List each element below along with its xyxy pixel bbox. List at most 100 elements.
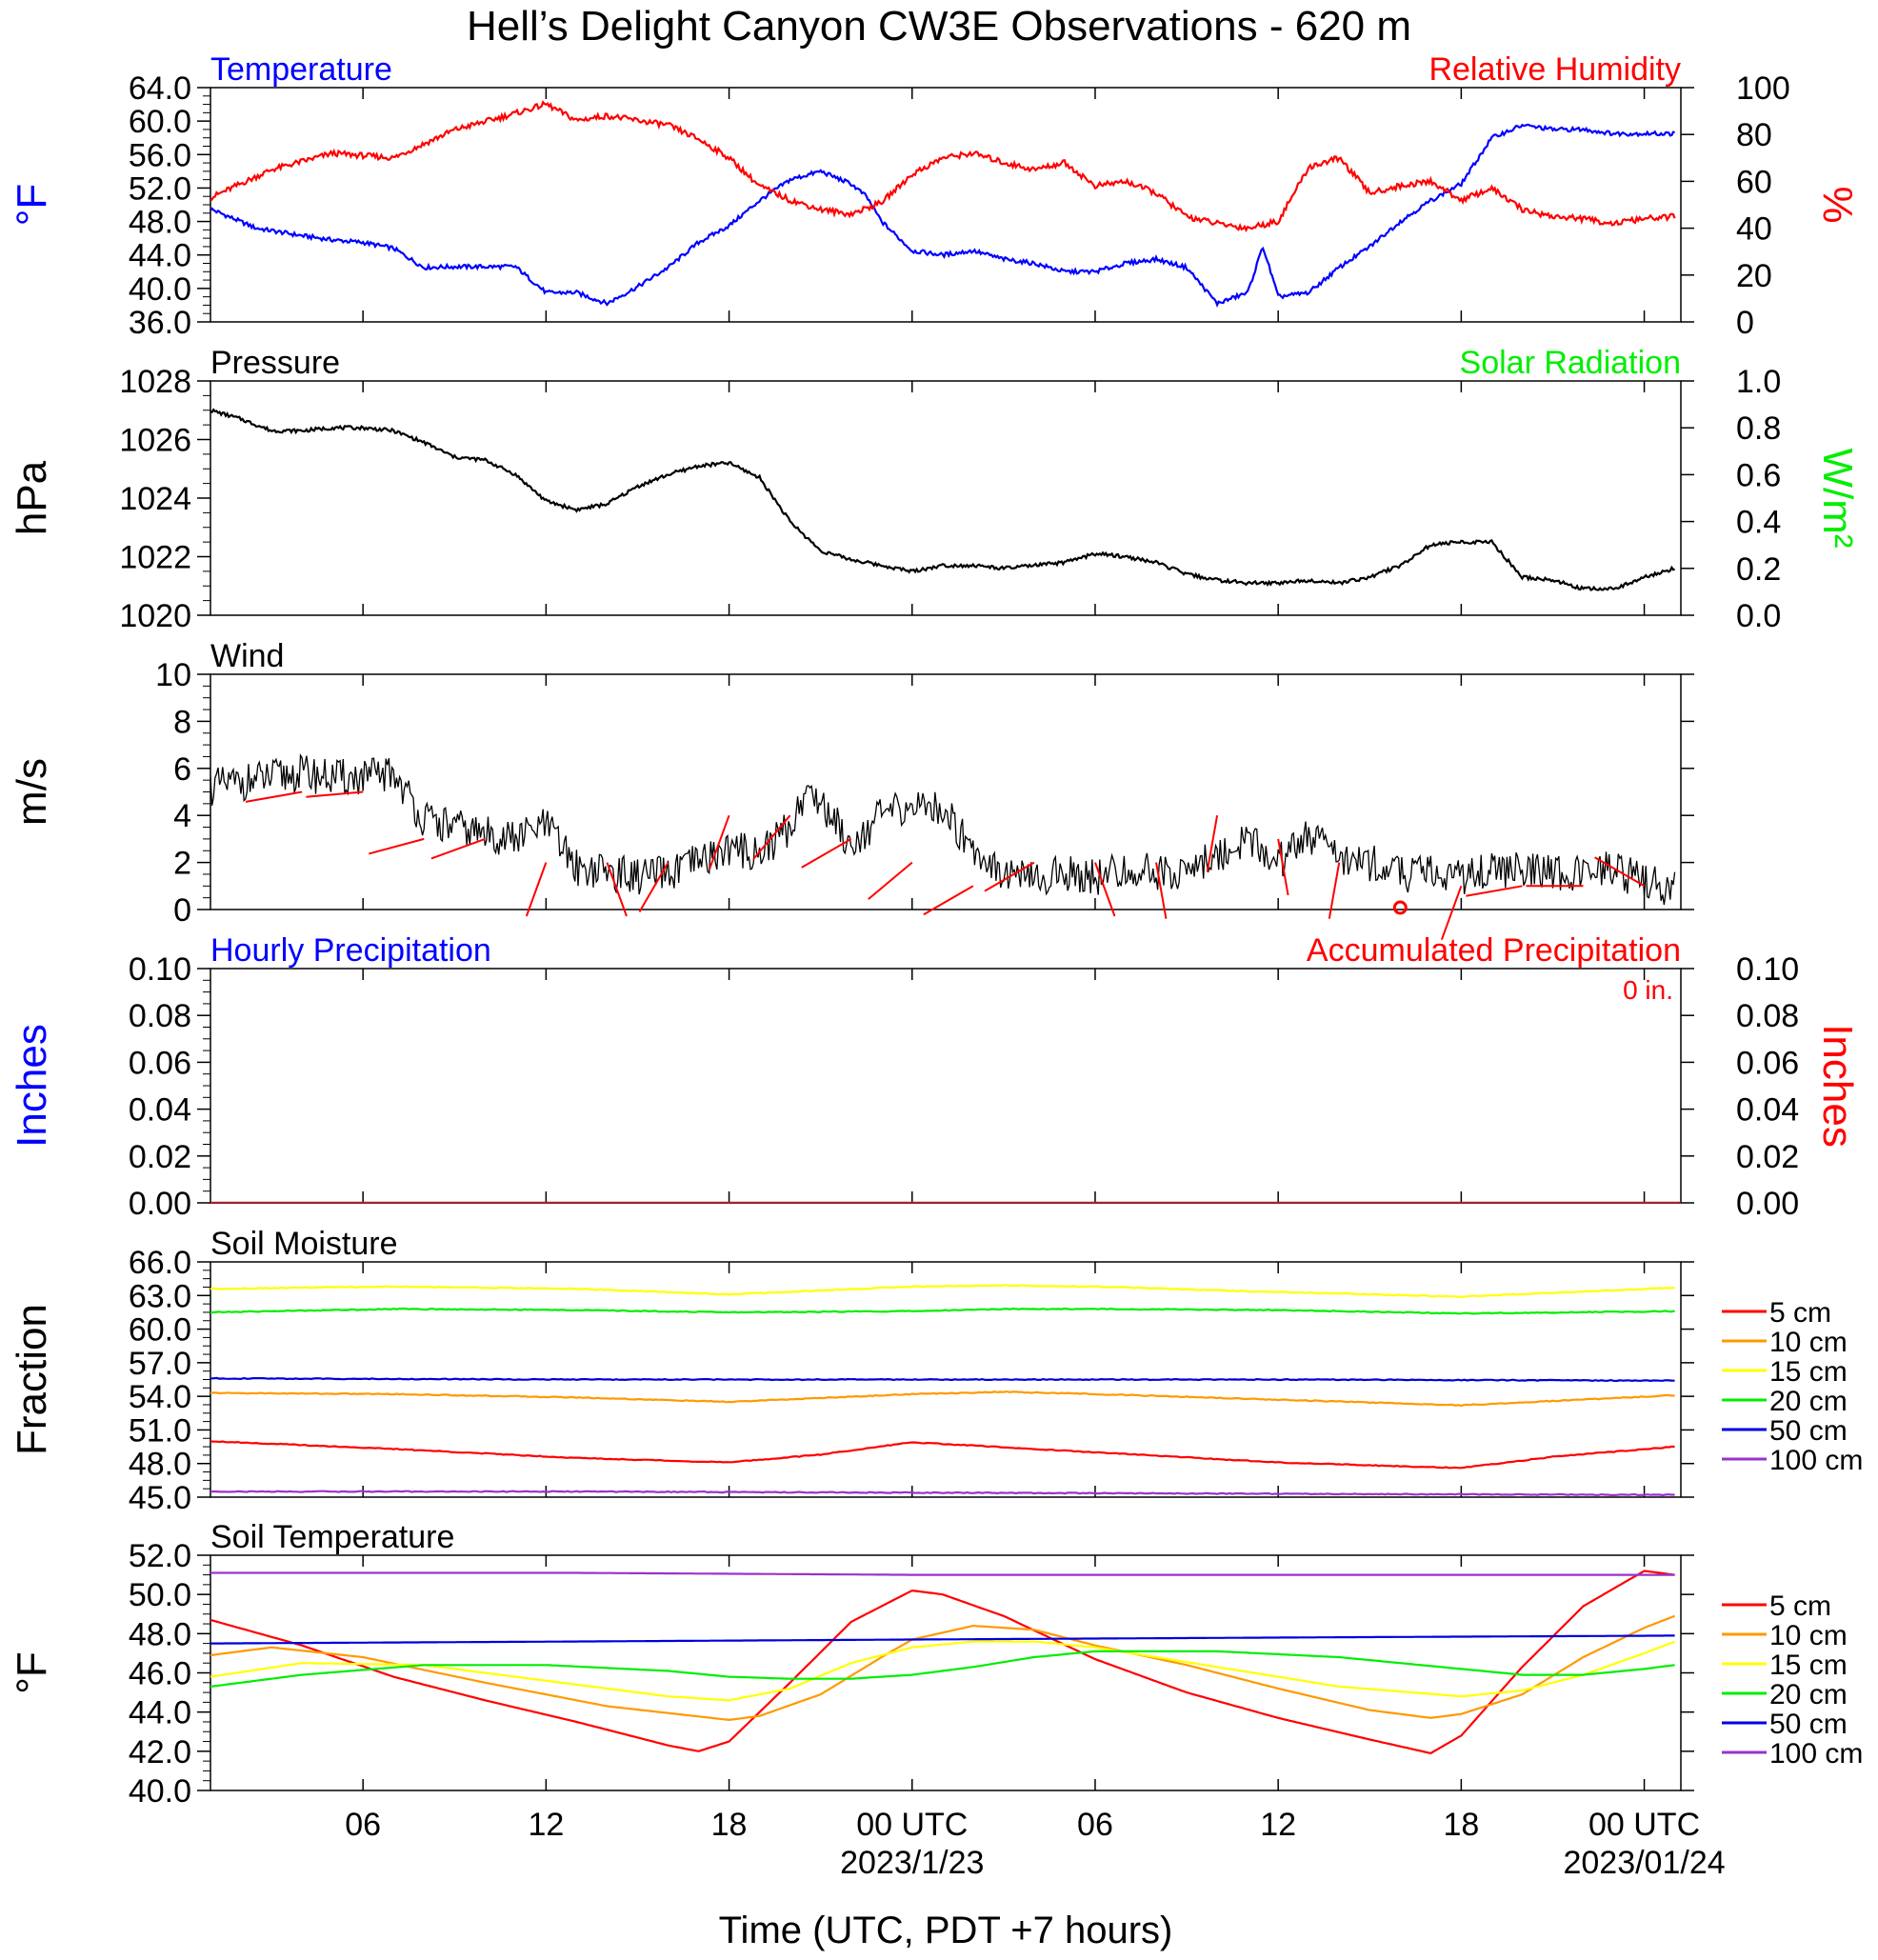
y-tick-label: 0.02 — [129, 1139, 191, 1175]
wind-barb — [1328, 862, 1341, 919]
y-tick-label: 51.0 — [129, 1412, 191, 1449]
y-tick-label: 54.0 — [129, 1379, 191, 1415]
series-line-50-cm — [210, 1376, 1675, 1383]
y-tick-label: 1022 — [119, 540, 191, 576]
legend-label: 5 cm — [1769, 1590, 1831, 1622]
series-line-temperature — [210, 123, 1675, 309]
y-tick-label: 0 — [173, 892, 191, 929]
chart-title: Hell’s Delight Canyon CW3E Observations … — [467, 3, 1411, 50]
y-tick-label: 52.0 — [129, 170, 191, 207]
y2-tick-label: 60 — [1736, 164, 1772, 200]
series-line-10-cm — [210, 1390, 1675, 1408]
y-axis-title: hPa — [9, 460, 55, 535]
y2-tick-label: 40 — [1736, 211, 1772, 248]
y-tick-label: 1028 — [119, 364, 191, 400]
x-tick-label: 18 — [711, 1807, 748, 1843]
series-line-15-cm — [210, 1284, 1675, 1298]
y2-tick-label: 0.8 — [1736, 410, 1781, 447]
panel-temp_rh: 36.040.044.048.052.056.060.064.0 0 20 40 60 8… — [9, 51, 1861, 341]
x-date-label: 2023/01/24 — [1563, 1845, 1725, 1881]
y-tick-label: 36.0 — [129, 305, 191, 341]
panel-title-right: Solar Radiation — [1460, 345, 1681, 381]
x-tick-label: 18 — [1443, 1807, 1479, 1843]
legend-label: 100 cm — [1769, 1738, 1863, 1770]
y2-axis-title: % — [1814, 186, 1861, 223]
x-tick-label: 12 — [528, 1807, 564, 1843]
wind-barb — [1277, 838, 1289, 896]
y-tick-label: 50.0 — [129, 1577, 191, 1613]
y-tick-label: 57.0 — [129, 1346, 191, 1382]
wind-barb — [245, 790, 303, 803]
plot-frame — [210, 87, 1682, 323]
wind-barb — [923, 885, 974, 916]
y-tick-label: 6 — [173, 751, 191, 788]
y2-tick-label: 0.00 — [1736, 1186, 1799, 1222]
panel-title-left: Soil Temperature — [210, 1519, 454, 1555]
panel-title-right: Relative Humidity — [1428, 51, 1681, 88]
y-tick-label: 1024 — [119, 481, 191, 517]
wind-barb — [525, 862, 548, 917]
y2-axis-title: Inches — [1814, 1024, 1861, 1148]
y-tick-label: 46.0 — [129, 1656, 191, 1692]
x-tick-label: 06 — [345, 1807, 381, 1843]
x-date-label: 2023/1/23 — [840, 1845, 984, 1881]
plot-frame — [210, 380, 1682, 616]
legend-label: 5 cm — [1769, 1297, 1831, 1329]
series-line-10-cm — [210, 1614, 1675, 1722]
series-line-15-cm — [210, 1640, 1675, 1702]
plot-frame — [210, 968, 1682, 1204]
x-tick-label: 12 — [1260, 1807, 1296, 1843]
wind-barb — [709, 814, 730, 870]
y-tick-label: 44.0 — [129, 1695, 191, 1731]
y-tick-label: 0.00 — [129, 1186, 191, 1222]
y-axis-title: Inches — [9, 1024, 55, 1148]
y2-tick-label: 0.2 — [1736, 551, 1781, 588]
y-tick-label: 48.0 — [129, 205, 191, 241]
x-tick-label: 00 UTC — [856, 1807, 968, 1843]
y-tick-label: 52.0 — [129, 1538, 191, 1574]
series-line-wind — [210, 753, 1676, 906]
legend-label: 10 cm — [1769, 1620, 1848, 1651]
panel-soil_temperature: 40.042.044.046.0 48.050.052.0 Soil Tempera… — [9, 1519, 1863, 1810]
y2-tick-label: 0.10 — [1736, 951, 1799, 988]
legend-label: 50 cm — [1769, 1709, 1848, 1740]
wind-barb — [1594, 856, 1646, 888]
wind-barb — [801, 838, 852, 869]
y-tick-label: 0.04 — [129, 1092, 191, 1129]
series-line-100-cm — [210, 1571, 1675, 1576]
x-tick-label: 06 — [1077, 1807, 1113, 1843]
x-tick-label: 00 UTC — [1588, 1807, 1700, 1843]
series-line-5-cm — [210, 1440, 1675, 1470]
accumulated-total: 0 in. — [1623, 975, 1673, 1005]
x-axis-label: Time (UTC, PDT +7 hours) — [719, 1910, 1173, 1951]
y-tick-label: 48.0 — [129, 1447, 191, 1483]
y-tick-label: 0.10 — [129, 951, 191, 988]
y-tick-label: 63.0 — [129, 1278, 191, 1314]
wind-barb — [868, 861, 913, 900]
y-axis-title: m/s — [9, 758, 55, 826]
panel-title-left: Temperature — [210, 51, 392, 88]
y-tick-label: 1020 — [119, 598, 191, 634]
y2-tick-label: 0.0 — [1736, 598, 1781, 634]
y-axis-title: Fraction — [9, 1304, 55, 1455]
legend-label: 100 cm — [1769, 1445, 1863, 1476]
series-line-relative-humidity — [210, 100, 1676, 233]
y2-tick-label: 20 — [1736, 258, 1772, 294]
series-line-50-cm — [210, 1634, 1675, 1645]
series-line-pressure — [210, 408, 1675, 591]
series-line-20-cm — [210, 1307, 1675, 1315]
series-line-5-cm — [210, 1570, 1675, 1755]
wind-barb — [1440, 885, 1463, 941]
y-tick-label: 44.0 — [129, 238, 191, 274]
y-tick-label: 10 — [155, 657, 191, 693]
y-tick-label: 4 — [173, 798, 191, 834]
y-tick-label: 1026 — [119, 423, 191, 459]
panel-title-left: Soil Moisture — [210, 1226, 398, 1262]
y-tick-label: 64.0 — [129, 70, 191, 107]
series-line-20-cm — [210, 1650, 1675, 1688]
y-tick-label: 40.0 — [129, 271, 191, 308]
y2-tick-label: 0.06 — [1736, 1045, 1799, 1081]
panel-precip: 0.00 0.02 0.04 0.06 0.08 0.10 0.00 0.02 0.04 0.06… — [9, 932, 1861, 1222]
legend-label: 20 cm — [1769, 1386, 1848, 1417]
